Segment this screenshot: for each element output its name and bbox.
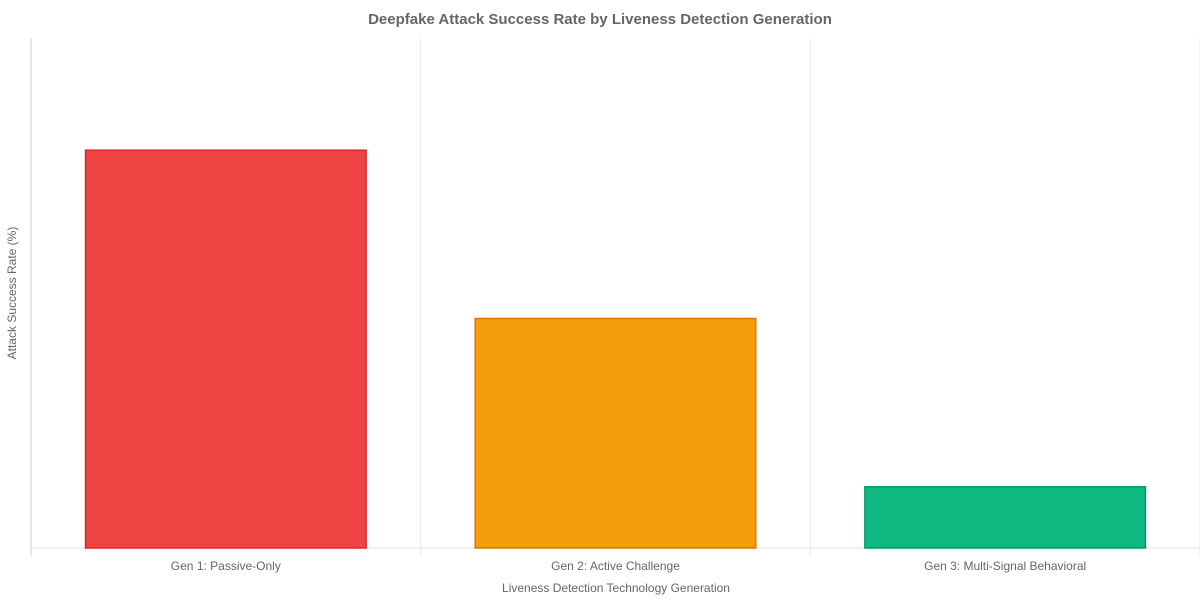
y-axis-label: Attack Success Rate (%) xyxy=(5,227,19,360)
x-tick-label: Gen 2: Active Challenge xyxy=(551,559,680,573)
bar-1 xyxy=(84,149,367,549)
bar-3 xyxy=(864,486,1147,549)
bar-2 xyxy=(474,317,757,549)
chart-title: Deepfake Attack Success Rate by Liveness… xyxy=(368,11,832,28)
x-axis-label: Liveness Detection Technology Generation xyxy=(502,581,730,595)
x-tick-label: Gen 3: Multi-Signal Behavioral xyxy=(924,559,1086,573)
x-tick-label: Gen 1: Passive-Only xyxy=(171,559,281,573)
